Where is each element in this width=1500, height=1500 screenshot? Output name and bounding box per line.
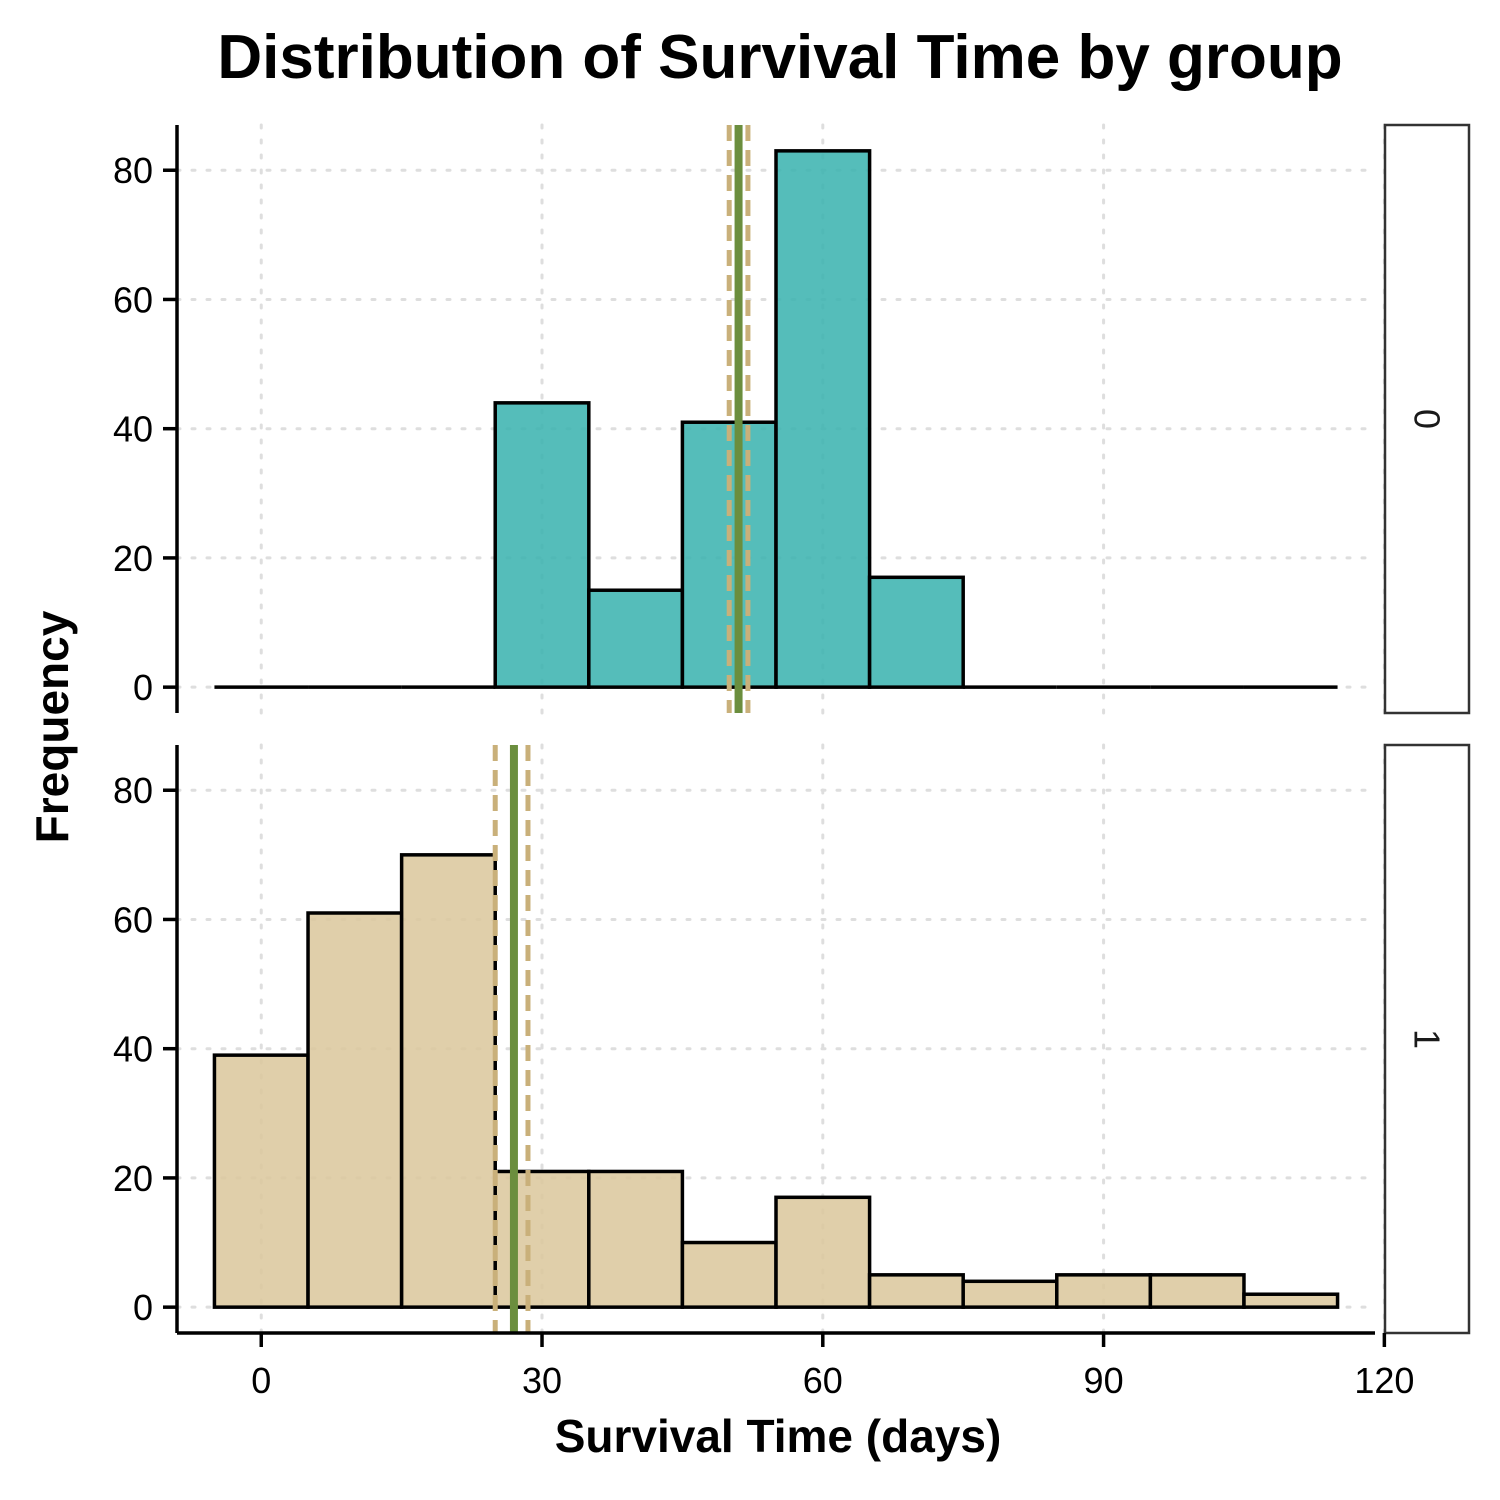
histogram-bar <box>587 588 685 689</box>
facet-strip <box>1383 743 1471 1335</box>
histogram-bar <box>961 1279 1059 1309</box>
histogram-bar <box>774 149 872 689</box>
histogram-bar <box>680 1240 778 1309</box>
histogram-bar <box>1148 1273 1246 1309</box>
facet-panels: 0 20 40 60 80 0 0 20 40 60 80 1 <box>113 123 1471 1335</box>
histogram-bar <box>587 1169 685 1309</box>
y-tick-label: 80 <box>113 770 153 811</box>
histogram-bar <box>493 401 591 689</box>
x-axis: 0 30 60 90 120 <box>177 1331 1414 1401</box>
histogram-bar <box>867 1273 965 1309</box>
y-tick-label: 40 <box>113 1029 153 1070</box>
facet-strip-label: 0 <box>1407 409 1448 429</box>
y-tick-label: 20 <box>113 538 153 579</box>
y-tick-label: 0 <box>133 1287 153 1328</box>
y-tick-label: 40 <box>113 409 153 450</box>
x-tick-label: 0 <box>251 1360 271 1401</box>
histogram-bar <box>867 575 965 689</box>
x-tick-label: 120 <box>1354 1360 1414 1401</box>
x-tick-label: 30 <box>522 1360 562 1401</box>
histogram-bar <box>212 1053 310 1309</box>
y-tick-label: 80 <box>113 150 153 191</box>
facet-strip <box>1383 123 1471 715</box>
y-tick-label: 20 <box>113 1158 153 1199</box>
histogram-bar <box>493 1169 591 1309</box>
x-axis-title: Survival Time (days) <box>555 1410 1002 1462</box>
facet-strip-label: 1 <box>1407 1029 1448 1049</box>
histogram-bar <box>1242 1292 1340 1309</box>
histogram-bar <box>399 853 497 1309</box>
histogram-bar <box>1055 1273 1153 1309</box>
facet-panel-1: 0 20 40 60 80 1 <box>113 743 1471 1335</box>
y-axis-title: Frequency <box>26 610 78 843</box>
histogram-bar <box>774 1195 872 1309</box>
x-tick-label: 90 <box>1084 1360 1124 1401</box>
x-tick-label: 60 <box>803 1360 843 1401</box>
facet-panel-0: 0 20 40 60 80 0 <box>113 123 1471 715</box>
histogram-bar <box>306 911 404 1309</box>
y-tick-label: 0 <box>133 667 153 708</box>
chart-title: Distribution of Survival Time by group <box>217 23 1342 92</box>
y-tick-label: 60 <box>113 899 153 940</box>
y-tick-label: 60 <box>113 279 153 320</box>
